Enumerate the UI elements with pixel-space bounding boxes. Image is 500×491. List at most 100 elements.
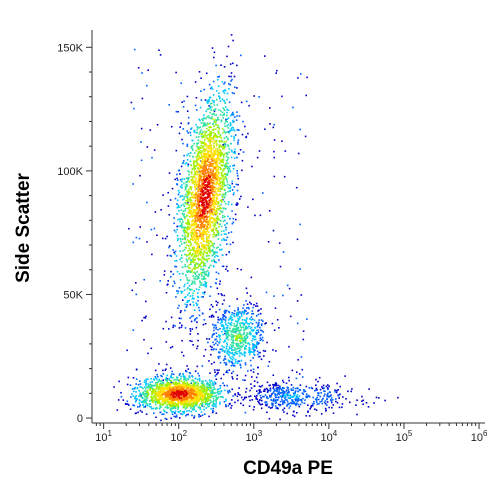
data-point xyxy=(219,223,222,226)
data-point xyxy=(223,178,226,180)
data-point xyxy=(212,138,215,140)
data-point xyxy=(193,142,195,145)
data-point xyxy=(221,174,223,176)
data-point xyxy=(187,188,190,191)
data-point xyxy=(177,206,179,208)
data-point xyxy=(197,179,199,182)
data-point xyxy=(202,296,204,298)
data-point xyxy=(205,398,208,401)
data-point xyxy=(170,391,173,394)
data-point xyxy=(208,222,211,224)
data-point xyxy=(159,404,161,407)
data-point xyxy=(236,327,239,329)
data-point xyxy=(219,401,221,404)
data-point xyxy=(259,339,261,342)
data-point xyxy=(208,257,210,260)
data-point xyxy=(214,186,217,189)
data-point xyxy=(190,175,192,178)
data-point xyxy=(203,153,205,156)
data-point xyxy=(209,111,211,114)
data-point xyxy=(176,386,179,389)
data-point xyxy=(190,263,192,265)
data-point xyxy=(175,414,178,416)
data-point xyxy=(200,251,202,254)
data-point xyxy=(219,355,221,358)
data-point xyxy=(335,391,338,394)
data-point xyxy=(159,280,161,282)
data-point xyxy=(204,402,207,404)
data-point xyxy=(183,405,186,408)
data-point xyxy=(206,236,208,239)
data-point xyxy=(126,400,129,403)
data-point xyxy=(210,408,212,410)
data-point xyxy=(282,400,285,403)
data-point xyxy=(209,250,212,252)
data-point xyxy=(204,401,207,403)
data-point xyxy=(315,399,318,402)
data-point xyxy=(244,325,247,328)
data-point xyxy=(162,194,164,196)
data-point xyxy=(203,155,206,158)
data-point xyxy=(256,315,258,317)
data-point xyxy=(212,187,215,189)
data-point xyxy=(194,186,196,188)
data-point xyxy=(267,241,270,243)
data-point xyxy=(201,394,203,396)
data-point xyxy=(261,330,263,332)
data-point xyxy=(195,109,198,111)
data-point xyxy=(234,359,237,361)
data-point xyxy=(162,397,164,400)
data-point xyxy=(215,404,217,406)
data-point xyxy=(206,385,208,388)
data-point xyxy=(200,391,203,394)
data-point xyxy=(260,338,263,341)
data-point xyxy=(217,238,220,240)
data-point xyxy=(204,99,207,101)
data-point xyxy=(214,189,217,191)
data-point xyxy=(193,400,196,403)
data-point xyxy=(212,341,214,344)
data-point xyxy=(200,282,203,284)
data-point xyxy=(207,156,209,158)
data-point xyxy=(165,399,167,402)
data-point xyxy=(164,392,167,394)
data-point xyxy=(203,271,206,273)
data-point xyxy=(230,344,232,346)
data-point xyxy=(244,354,246,357)
data-point xyxy=(271,402,273,405)
data-point xyxy=(199,258,201,261)
data-point xyxy=(191,400,194,402)
data-point xyxy=(219,166,221,169)
data-point xyxy=(240,101,243,104)
data-point xyxy=(373,402,375,404)
data-point xyxy=(187,383,190,386)
data-point xyxy=(180,186,183,189)
data-point xyxy=(302,393,305,395)
data-point xyxy=(190,193,193,196)
data-point xyxy=(215,378,218,380)
data-point xyxy=(190,213,193,215)
data-point xyxy=(245,391,247,393)
data-point xyxy=(236,350,238,353)
data-point xyxy=(217,393,220,395)
data-point xyxy=(247,323,249,325)
data-point xyxy=(168,398,170,401)
data-point xyxy=(145,404,147,407)
data-point xyxy=(232,370,235,373)
data-point xyxy=(205,286,207,288)
data-point xyxy=(259,326,261,329)
data-point xyxy=(189,134,192,137)
data-point xyxy=(116,409,119,411)
data-point xyxy=(193,408,196,411)
data-point xyxy=(199,131,201,133)
data-point xyxy=(238,198,241,200)
data-point xyxy=(192,256,195,258)
data-point xyxy=(193,162,195,165)
data-point xyxy=(202,119,204,122)
data-point xyxy=(220,324,223,326)
data-point xyxy=(222,117,225,119)
data-point xyxy=(158,387,161,389)
data-point xyxy=(165,379,168,382)
data-point xyxy=(273,398,275,400)
data-point xyxy=(329,391,331,394)
